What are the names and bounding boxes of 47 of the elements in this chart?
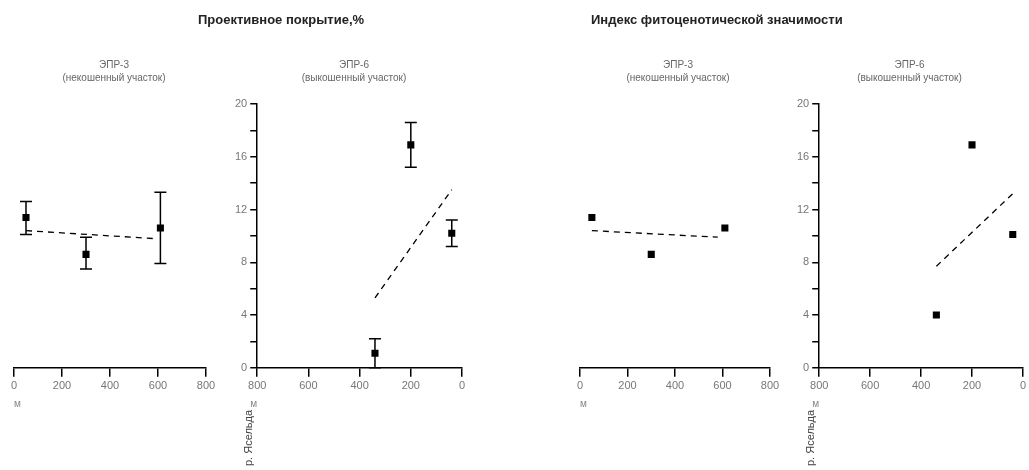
chart-subtitle: ЭПР-6 (выкошенный участок) [856,58,963,84]
x-tick-label: 600 [299,379,318,392]
x-tick-label: 400 [350,379,369,392]
y-tick-label: 4 [241,308,248,321]
y-tick-label: 20 [796,97,810,110]
x-tick-label: 800 [196,379,216,392]
chart-subtitle: ЭПР-3 (некошенный участок) [625,58,731,84]
y-tick-label: 16 [796,149,810,162]
y-tick-label: 0 [803,360,810,373]
x-tick-label: 800 [760,379,780,392]
x-tick-label: 0 [10,379,18,392]
chart-subtitle: ЭПР-6 (выкошенный участок) [300,58,408,84]
text: р. Ясельда [242,409,254,466]
x-tick-label: 800 [248,379,267,392]
x-tick-label: 400 [665,379,685,392]
x-tick-label: 600 [860,379,880,392]
x-tick-label: 400 [100,379,120,392]
y-tick-label: 12 [234,202,248,215]
y-tick-label: 8 [803,255,810,268]
x-tick-label: 200 [401,379,420,392]
y-tick-label: 20 [234,97,248,110]
x-tick-label: 0 [576,379,584,392]
point [968,141,976,149]
y-tick-label: 0 [241,360,248,373]
x-tick-label: 0 [458,379,466,392]
x-tick-label: 600 [148,379,168,392]
point [932,311,940,319]
x-tick-label: 800 [810,379,829,392]
text: р. Ясельда [804,409,816,466]
x-tick-label: 0 [1019,379,1026,392]
y-tick-label: 12 [796,202,810,215]
chart-title: Индекс фитоценотической значимости [591,12,843,27]
x-tick-label: 200 [962,379,982,392]
x-tick-label: 600 [713,379,732,392]
point [1009,231,1017,239]
chart-title: Проективное покрытие,% [198,12,365,27]
y-tick-label: 4 [803,308,810,321]
chart-subtitle: ЭПР-3 (некошенный участок) [61,58,167,84]
x-axis-title: м [812,397,820,409]
x-tick-label: 200 [618,379,637,392]
y-tick-label: 8 [241,255,248,268]
x-tick-label: 200 [52,379,72,392]
x-axis-title: м [580,397,587,409]
x-tick-label: 400 [911,379,931,392]
x-axis-title: м [14,397,21,409]
y-tick-label: 16 [234,149,248,162]
x-axis-title: м [250,397,258,409]
